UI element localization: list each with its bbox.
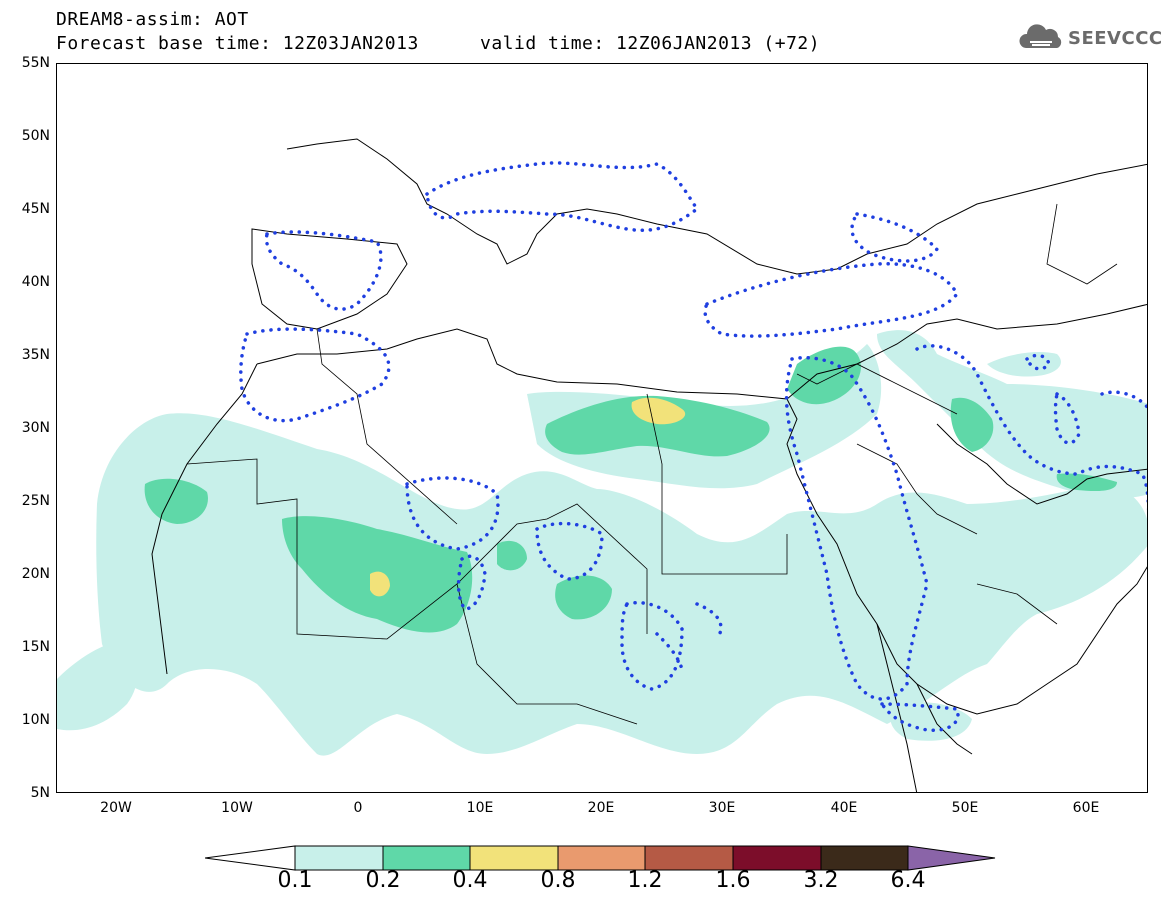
colorbar (205, 845, 996, 871)
colorbar-label: 0.1 (277, 868, 313, 893)
map-svg (57, 138, 1147, 792)
lat-label: 5N (30, 785, 50, 801)
seevccc-logo: SEEVCCC (1018, 24, 1163, 52)
lon-label: 20E (587, 800, 615, 816)
lon-label: 20W (100, 800, 132, 816)
lat-label: 30N (21, 420, 50, 436)
colorbar-label: 0.2 (365, 868, 401, 893)
colorbar-label: 0.4 (452, 868, 488, 893)
aot-level-0.4-region (370, 397, 686, 597)
logo-text: SEEVCCC (1068, 27, 1163, 49)
colorbar-swatch (469, 845, 559, 871)
colorbar-label: 3.2 (803, 868, 839, 893)
colorbar-label: 1.6 (715, 868, 751, 893)
lat-label: 10N (21, 712, 50, 728)
colorbar-low-arrow (205, 845, 296, 871)
lat-label: 40N (21, 274, 50, 290)
lat-label: 45N (21, 201, 50, 217)
valid-time-label: valid time: 12Z06JAN2013 (+72) (480, 33, 821, 54)
base-time-label: Forecast base time: 12Z03JAN2013 (56, 33, 419, 54)
lon-label: 10W (221, 800, 253, 816)
colorbar-label: 0.8 (540, 868, 576, 893)
colorbar-swatch (294, 845, 384, 871)
colorbar-swatch (732, 845, 822, 871)
lat-label: 15N (21, 639, 50, 655)
colorbar-label: 1.2 (627, 868, 663, 893)
map-title: DREAM8-assim: AOT (56, 9, 249, 30)
lat-label: 35N (21, 347, 50, 363)
lat-label: 25N (21, 493, 50, 509)
colorbar-swatch (644, 845, 734, 871)
lat-label: 55N (21, 55, 50, 71)
lon-label: 10E (466, 800, 494, 816)
lon-label: 0 (353, 800, 363, 816)
cloud-icon (1019, 24, 1062, 48)
aot-level-0.1-region (57, 330, 1147, 756)
country-borders (186, 203, 1118, 725)
lon-label: 50E (951, 800, 979, 816)
colorbar-swatch (820, 845, 909, 871)
lon-label: 30E (708, 800, 736, 816)
lon-label: 60E (1072, 800, 1100, 816)
colorbar-swatch (557, 845, 646, 871)
coastlines (151, 138, 1147, 792)
lon-label: 40E (830, 800, 858, 816)
map-panel (56, 63, 1148, 793)
colorbar-high-arrow (907, 845, 996, 871)
lat-label: 20N (21, 566, 50, 582)
colorbar-label: 6.4 (890, 868, 926, 893)
dotted-contours (239, 161, 1147, 733)
colorbar-swatch (382, 845, 471, 871)
lat-label: 50N (21, 128, 50, 144)
